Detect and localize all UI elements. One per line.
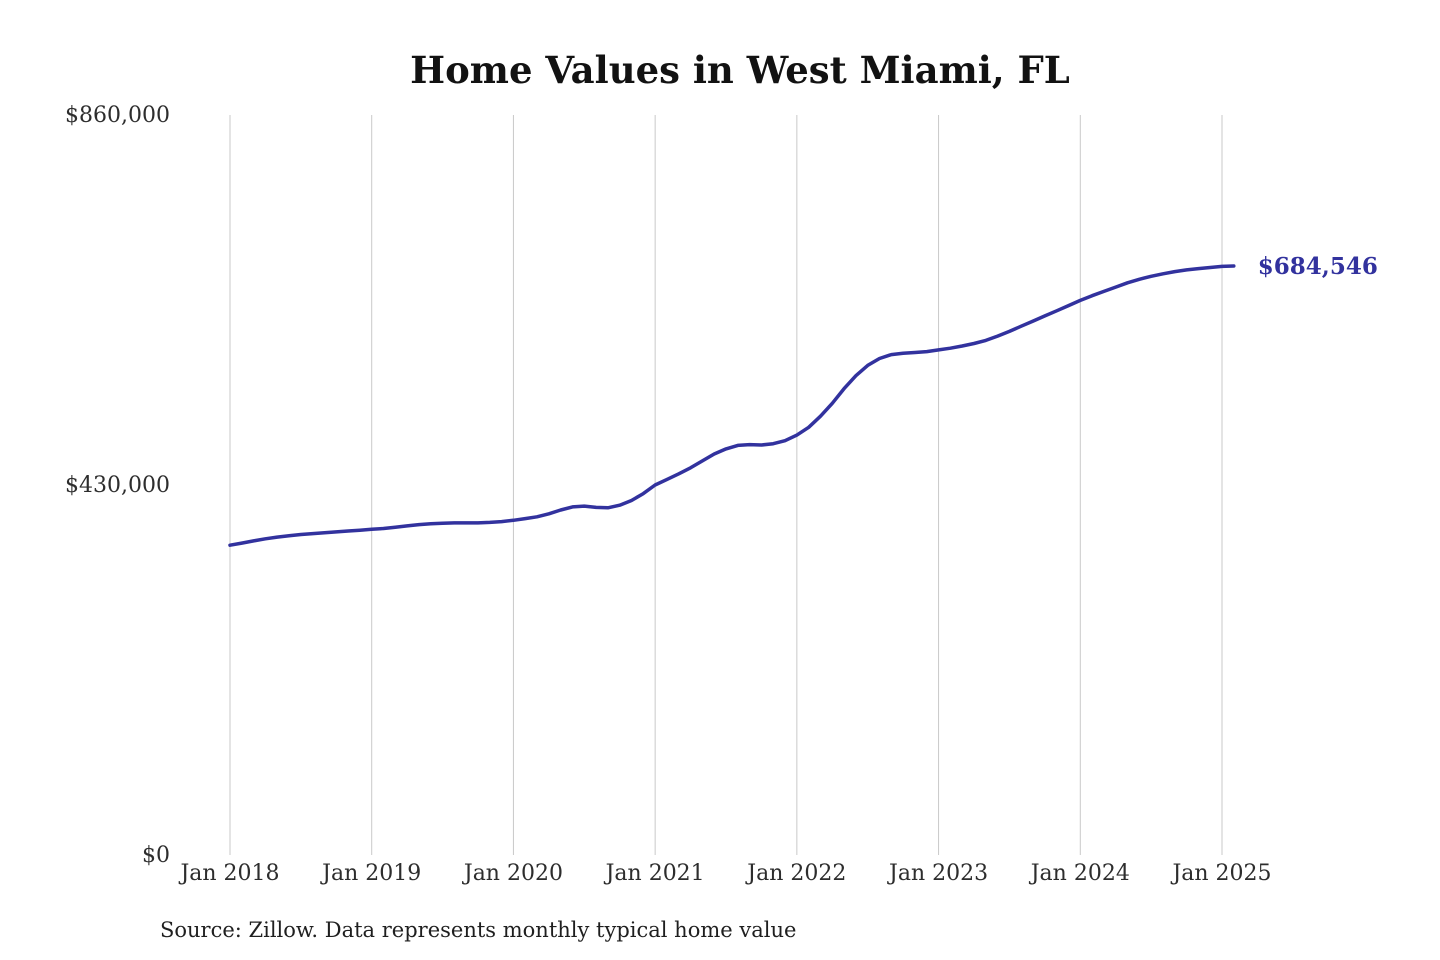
year-gridlines <box>229 115 1223 855</box>
x-tick-label: Jan 2022 <box>745 861 846 886</box>
y-tick-label: $0 <box>142 843 170 868</box>
x-tick-label: Jan 2025 <box>1170 861 1271 886</box>
x-tick-label: Jan 2020 <box>462 861 563 886</box>
x-tick-label: Jan 2018 <box>178 861 279 886</box>
y-tick-label: $430,000 <box>65 473 170 498</box>
x-axis-tick-labels: Jan 2018 Jan 2019 Jan 2020 Jan 2021 Jan 2022… <box>178 861 1271 886</box>
x-tick-label: Jan 2024 <box>1029 861 1130 886</box>
source-note: Source: Zillow. Data represents monthly … <box>160 918 796 942</box>
home-value-line <box>228 264 1236 547</box>
chart-title: Home Values in West Miami, FL <box>410 48 1070 92</box>
x-tick-label: Jan 2023 <box>887 861 988 886</box>
x-tick-label: Jan 2021 <box>604 861 705 886</box>
x-tick-label: Jan 2019 <box>320 861 421 886</box>
y-axis-tick-labels: $0 $430,000 $860,000 <box>65 103 170 868</box>
end-value-label: $684,546 <box>1258 253 1378 280</box>
y-tick-label: $860,000 <box>65 103 170 128</box>
